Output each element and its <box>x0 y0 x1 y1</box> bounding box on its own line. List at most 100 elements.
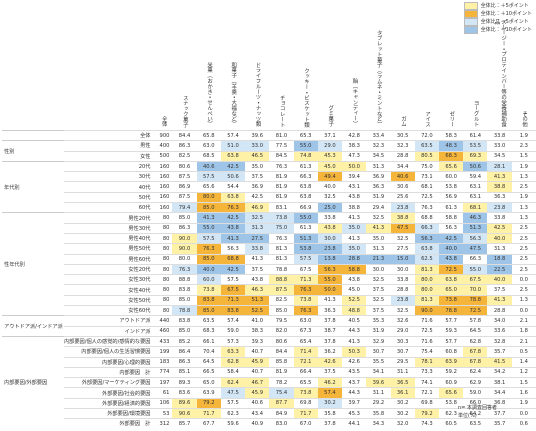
cell-value: 30.2 <box>317 397 343 409</box>
cell-value: 40.7 <box>245 366 270 378</box>
cell-value: 63.9 <box>196 387 221 399</box>
cell-value: 85.0 <box>172 294 197 306</box>
cell-value: 64.2 <box>463 408 488 419</box>
cell-value: 80.0 <box>172 253 197 265</box>
cell-value: 1.2 <box>511 366 536 378</box>
row-label: 男性 <box>63 140 155 152</box>
cell-value: 57.4 <box>220 129 246 141</box>
row-label: 男性30代 <box>63 222 155 234</box>
cell-value: 43.8 <box>342 191 367 203</box>
cell-value: 0.0 <box>511 305 536 316</box>
row-n: 80 <box>154 253 173 265</box>
cell-value: 0.0 <box>511 274 536 285</box>
cell-value: 36.3 <box>366 181 391 193</box>
cell-value: 74.3 <box>414 418 439 429</box>
row-n: 80 <box>154 243 173 255</box>
table-row: 男性60代 80 80.0 85.0 68.8 41.3 81.3 57.5 13.8 28.8 2… <box>2 253 536 265</box>
cell-value: 76.3 <box>269 232 294 244</box>
column-header-text: クッキー・ビスケット類 <box>302 67 309 127</box>
row-label: 60代 <box>63 202 155 213</box>
cell-value: 85.2 <box>172 335 197 347</box>
cell-value: 67.8 <box>463 356 488 368</box>
cell-value: 41.5 <box>487 356 512 368</box>
cell-value: 29.0 <box>317 140 343 152</box>
cell-value: 70.4 <box>196 346 221 358</box>
cell-value: 44.1 <box>342 418 367 429</box>
cell-value: 38.8 <box>487 181 512 193</box>
cell-value: 85.7 <box>172 418 197 429</box>
cell-value: 86.3 <box>172 222 197 234</box>
footer-unit: 単位(%) <box>458 413 477 419</box>
row-label: 女性50代 <box>63 294 155 306</box>
cell-value: 31.9 <box>366 325 391 337</box>
cell-value: 41.3 <box>245 253 270 265</box>
legend-label: 全体比：＋5ポイント <box>480 3 529 9</box>
cell-value: 76.3 <box>196 243 221 255</box>
cell-value: 63.0 <box>196 140 221 152</box>
cell-value: 33.8 <box>317 212 343 224</box>
row-label: 20代 <box>63 160 155 172</box>
cell-value: 2.1 <box>511 335 536 347</box>
cell-value: 40.0 <box>317 181 343 193</box>
cell-value: 50.3 <box>342 346 367 358</box>
table-row: 女性20代 80 76.3 40.0 42.5 37.5 78.8 67.5 56.3 58.8 3… <box>2 263 536 275</box>
cell-value: 53.8 <box>293 243 318 255</box>
cell-value: 34.3 <box>366 418 391 429</box>
cell-value: 37.8 <box>317 418 343 429</box>
cell-value: 62.8 <box>220 356 246 368</box>
cell-value: 78.8 <box>463 294 488 306</box>
row-label: 外部要因/経済的要因 <box>63 397 155 409</box>
cell-value: 1.9 <box>511 397 536 409</box>
legend: 全体比：＋5ポイント 全体比：＋10ポイント 全体比：－5ポイント 全体比：－10ポイ… <box>463 2 532 34</box>
group-label: 年代別 <box>2 160 64 213</box>
cell-value: 55.0 <box>463 263 488 275</box>
cell-value: 1.3 <box>511 171 536 182</box>
cell-value: 38.7 <box>317 325 343 337</box>
cell-value: 33.8 <box>487 129 512 141</box>
cell-value: 77.5 <box>269 140 294 152</box>
cell-value: 71.6 <box>414 335 439 347</box>
column-header: スナック菓子 <box>172 4 196 131</box>
cell-value: 2.3 <box>511 140 536 152</box>
cell-value: 88.8 <box>172 274 197 285</box>
cell-value: 61.3 <box>439 202 464 213</box>
cell-value: 72.5 <box>463 305 488 316</box>
row-label: 男性60代 <box>63 253 155 265</box>
cell-value: 31.9 <box>366 191 391 203</box>
cell-value: 80.6 <box>269 335 294 347</box>
cell-value: 66.4 <box>293 366 318 378</box>
cell-value: 2.5 <box>511 232 536 244</box>
cell-value: 39.4 <box>342 171 367 182</box>
header-row: 全体 スナック菓子 米菓（おかき・せんべい） 和菓子（羊羹・大福など） ドライフルーツ・… <box>2 4 536 131</box>
row-n: 160 <box>154 202 173 213</box>
cell-value: 85.0 <box>196 305 221 316</box>
column-header-text: ヨーグルト <box>472 100 479 127</box>
cell-value: 37.5 <box>366 305 391 316</box>
row-n: 440 <box>154 315 173 327</box>
cell-value: 46.7 <box>245 377 270 388</box>
cell-value: 57.4 <box>317 387 343 399</box>
row-n: 80 <box>154 284 173 296</box>
cell-value: 45.0 <box>317 160 343 172</box>
cell-value: 72.5 <box>414 191 439 203</box>
cell-value: 83.0 <box>269 418 294 429</box>
cell-value: 33.0 <box>245 140 270 152</box>
table-row: 30代 160 87.5 57.5 50.6 37.5 81.9 66.3 49.4 39.4 36… <box>2 171 536 182</box>
legend-item: 全体比：＋10ポイント <box>463 10 532 18</box>
column-header-text: その他 <box>521 110 528 127</box>
cell-value: 28.1 <box>487 160 512 172</box>
cell-value: 81.3 <box>269 253 294 265</box>
cell-value: 41.3 <box>317 294 343 306</box>
cell-value: 33.8 <box>245 243 270 255</box>
cell-value: 37.1 <box>317 129 343 141</box>
cell-value: 1.8 <box>511 325 536 337</box>
row-n: 80 <box>154 305 173 316</box>
cell-value: 65.8 <box>196 129 221 141</box>
column-header-text: アイス <box>424 110 431 127</box>
cell-value: 57.5 <box>293 253 318 265</box>
cell-value: 80.5 <box>414 150 439 162</box>
cell-value: 61.4 <box>463 129 488 141</box>
cell-value: 81.3 <box>414 294 439 306</box>
cell-value: 78.8 <box>172 305 197 316</box>
cell-value: 60.9 <box>439 377 464 388</box>
